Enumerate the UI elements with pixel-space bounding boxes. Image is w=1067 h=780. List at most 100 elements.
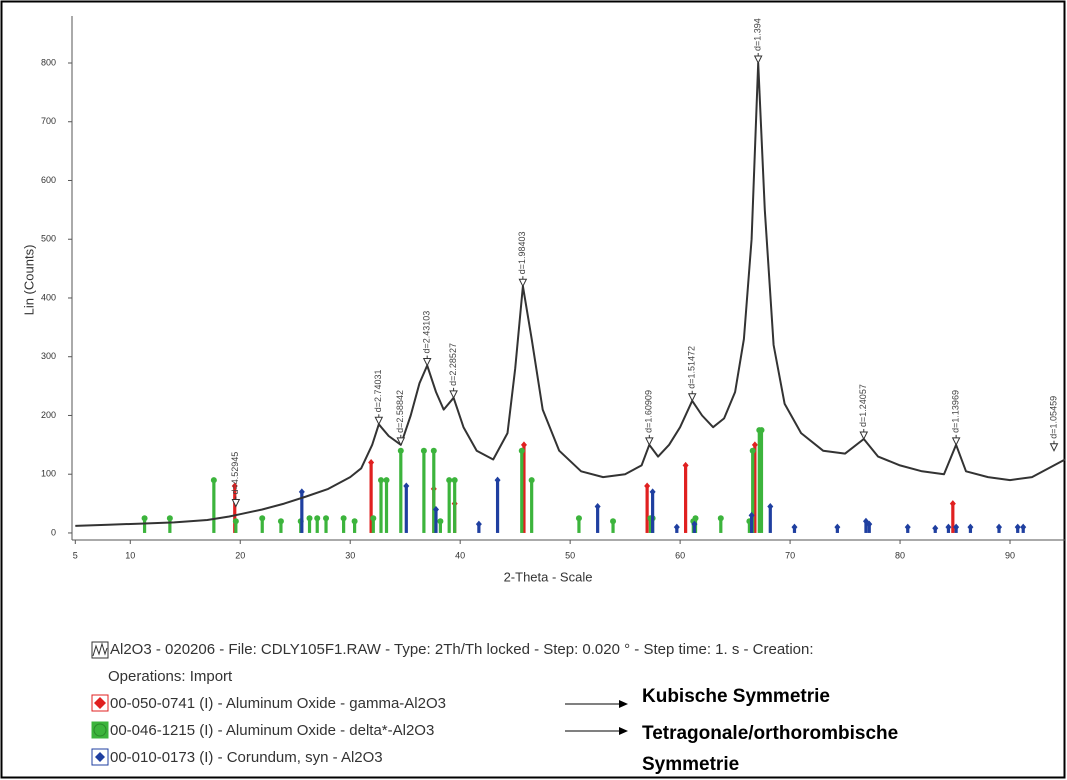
peak-label: d=1.394 xyxy=(753,18,763,51)
x-tick-label: 60 xyxy=(675,550,685,560)
peak-label: d=1.51472 xyxy=(687,346,697,389)
stick xyxy=(611,521,615,533)
peak-marker xyxy=(687,393,697,402)
stick-marker xyxy=(210,477,217,484)
peak-label: d=1.13969 xyxy=(951,390,961,433)
legend-icon xyxy=(91,694,109,712)
y-tick-label: 0 xyxy=(51,527,56,537)
stick xyxy=(648,518,653,533)
stick-marker xyxy=(306,515,313,522)
stick xyxy=(759,430,764,533)
stick xyxy=(453,480,457,533)
stick-marker xyxy=(378,477,385,484)
stick xyxy=(379,480,383,533)
stick xyxy=(522,444,526,533)
legend-label: 00-046-1215 (I) - Aluminum Oxide - delta… xyxy=(110,722,434,739)
stick-marker xyxy=(967,523,974,531)
stick-marker xyxy=(141,515,148,522)
stick-marker xyxy=(397,447,404,454)
stick-marker xyxy=(673,523,680,531)
stick xyxy=(692,524,697,533)
stick xyxy=(422,450,426,533)
stick xyxy=(353,521,357,533)
x-tick-label: 20 xyxy=(235,550,245,560)
stick-marker xyxy=(575,515,582,522)
stick-marker xyxy=(232,518,239,525)
legend-icon xyxy=(92,642,108,657)
stick xyxy=(651,491,655,533)
stick-marker xyxy=(370,515,377,522)
stick xyxy=(749,515,754,533)
peak-marker xyxy=(1049,443,1059,452)
peak-label: d=1.60909 xyxy=(644,390,654,433)
stick-marker xyxy=(351,518,358,525)
peak-label: d=1.98403 xyxy=(517,231,527,274)
peak-marker xyxy=(374,416,384,426)
stick xyxy=(142,518,147,533)
stick-marker xyxy=(682,461,689,469)
stick xyxy=(747,521,751,533)
stick-marker xyxy=(751,441,758,449)
stick-marker xyxy=(610,518,617,525)
stick xyxy=(260,518,264,533)
stick xyxy=(212,480,216,533)
stick xyxy=(684,465,688,533)
stick xyxy=(168,518,172,533)
pattern-line xyxy=(75,62,1066,527)
stick-marker xyxy=(749,447,756,454)
stick xyxy=(753,444,757,533)
arrows xyxy=(565,700,628,735)
stick-marker xyxy=(692,515,699,522)
stick-marker xyxy=(340,515,347,522)
stick xyxy=(757,430,761,533)
stick-marker xyxy=(649,488,656,496)
y-tick-label: 800 xyxy=(41,57,56,67)
stick xyxy=(404,485,408,533)
peak-marker xyxy=(753,55,763,65)
peak-marker xyxy=(231,499,241,508)
legend-label: Al2O3 - 020206 - File: CDLY105F1.RAW - T… xyxy=(110,641,814,658)
y-tick-label: 300 xyxy=(41,351,56,361)
peak-marker xyxy=(449,390,458,399)
stick xyxy=(432,450,436,533)
peak-label: d=1.24057 xyxy=(858,384,868,427)
peak-label: d=1.05459 xyxy=(1048,396,1058,439)
legend-icon xyxy=(93,723,107,737)
stick xyxy=(520,450,524,533)
stick xyxy=(751,450,755,533)
stick xyxy=(434,509,438,533)
stick-marker xyxy=(314,515,321,522)
stick-marker xyxy=(1014,523,1021,531)
peak-marker xyxy=(645,437,654,446)
stick xyxy=(768,506,772,533)
legend-icon xyxy=(91,748,109,766)
stick-marker xyxy=(520,441,527,449)
peak-marker xyxy=(518,278,528,288)
y-axis-label: Lin (Counts) xyxy=(21,245,36,316)
legend: Al2O3 - 020206 - File: CDLY105F1.RAW - T… xyxy=(91,641,814,766)
stick xyxy=(495,480,500,533)
y-tick-label: 700 xyxy=(41,116,56,126)
y-tick-label: 400 xyxy=(41,292,56,302)
stick xyxy=(719,518,723,533)
legend-icon xyxy=(95,752,105,762)
stick xyxy=(369,462,373,533)
peak-label: d=4.52945 xyxy=(230,452,240,495)
peak-label: d=2.58842 xyxy=(395,390,405,433)
stick xyxy=(477,524,481,533)
stick-marker xyxy=(475,520,482,528)
stick-marker xyxy=(904,523,911,531)
stick xyxy=(233,485,237,533)
stick-marker xyxy=(259,515,266,522)
peak-label: d=2.74031 xyxy=(373,369,383,412)
x-tick-label: 5 xyxy=(73,550,78,560)
annotation: Tetragonale/orthorombische xyxy=(642,723,898,744)
stick-marker xyxy=(432,505,439,513)
stick-marker xyxy=(166,515,173,522)
stick-marker xyxy=(594,503,601,511)
legend-label: 00-010-0173 (I) - Corundum, syn - Al2O3 xyxy=(110,749,383,766)
stick-marker xyxy=(277,518,284,525)
stick-marker xyxy=(717,515,724,522)
annotation: Kubische Symmetrie xyxy=(642,686,830,707)
stick-marker xyxy=(298,488,305,496)
